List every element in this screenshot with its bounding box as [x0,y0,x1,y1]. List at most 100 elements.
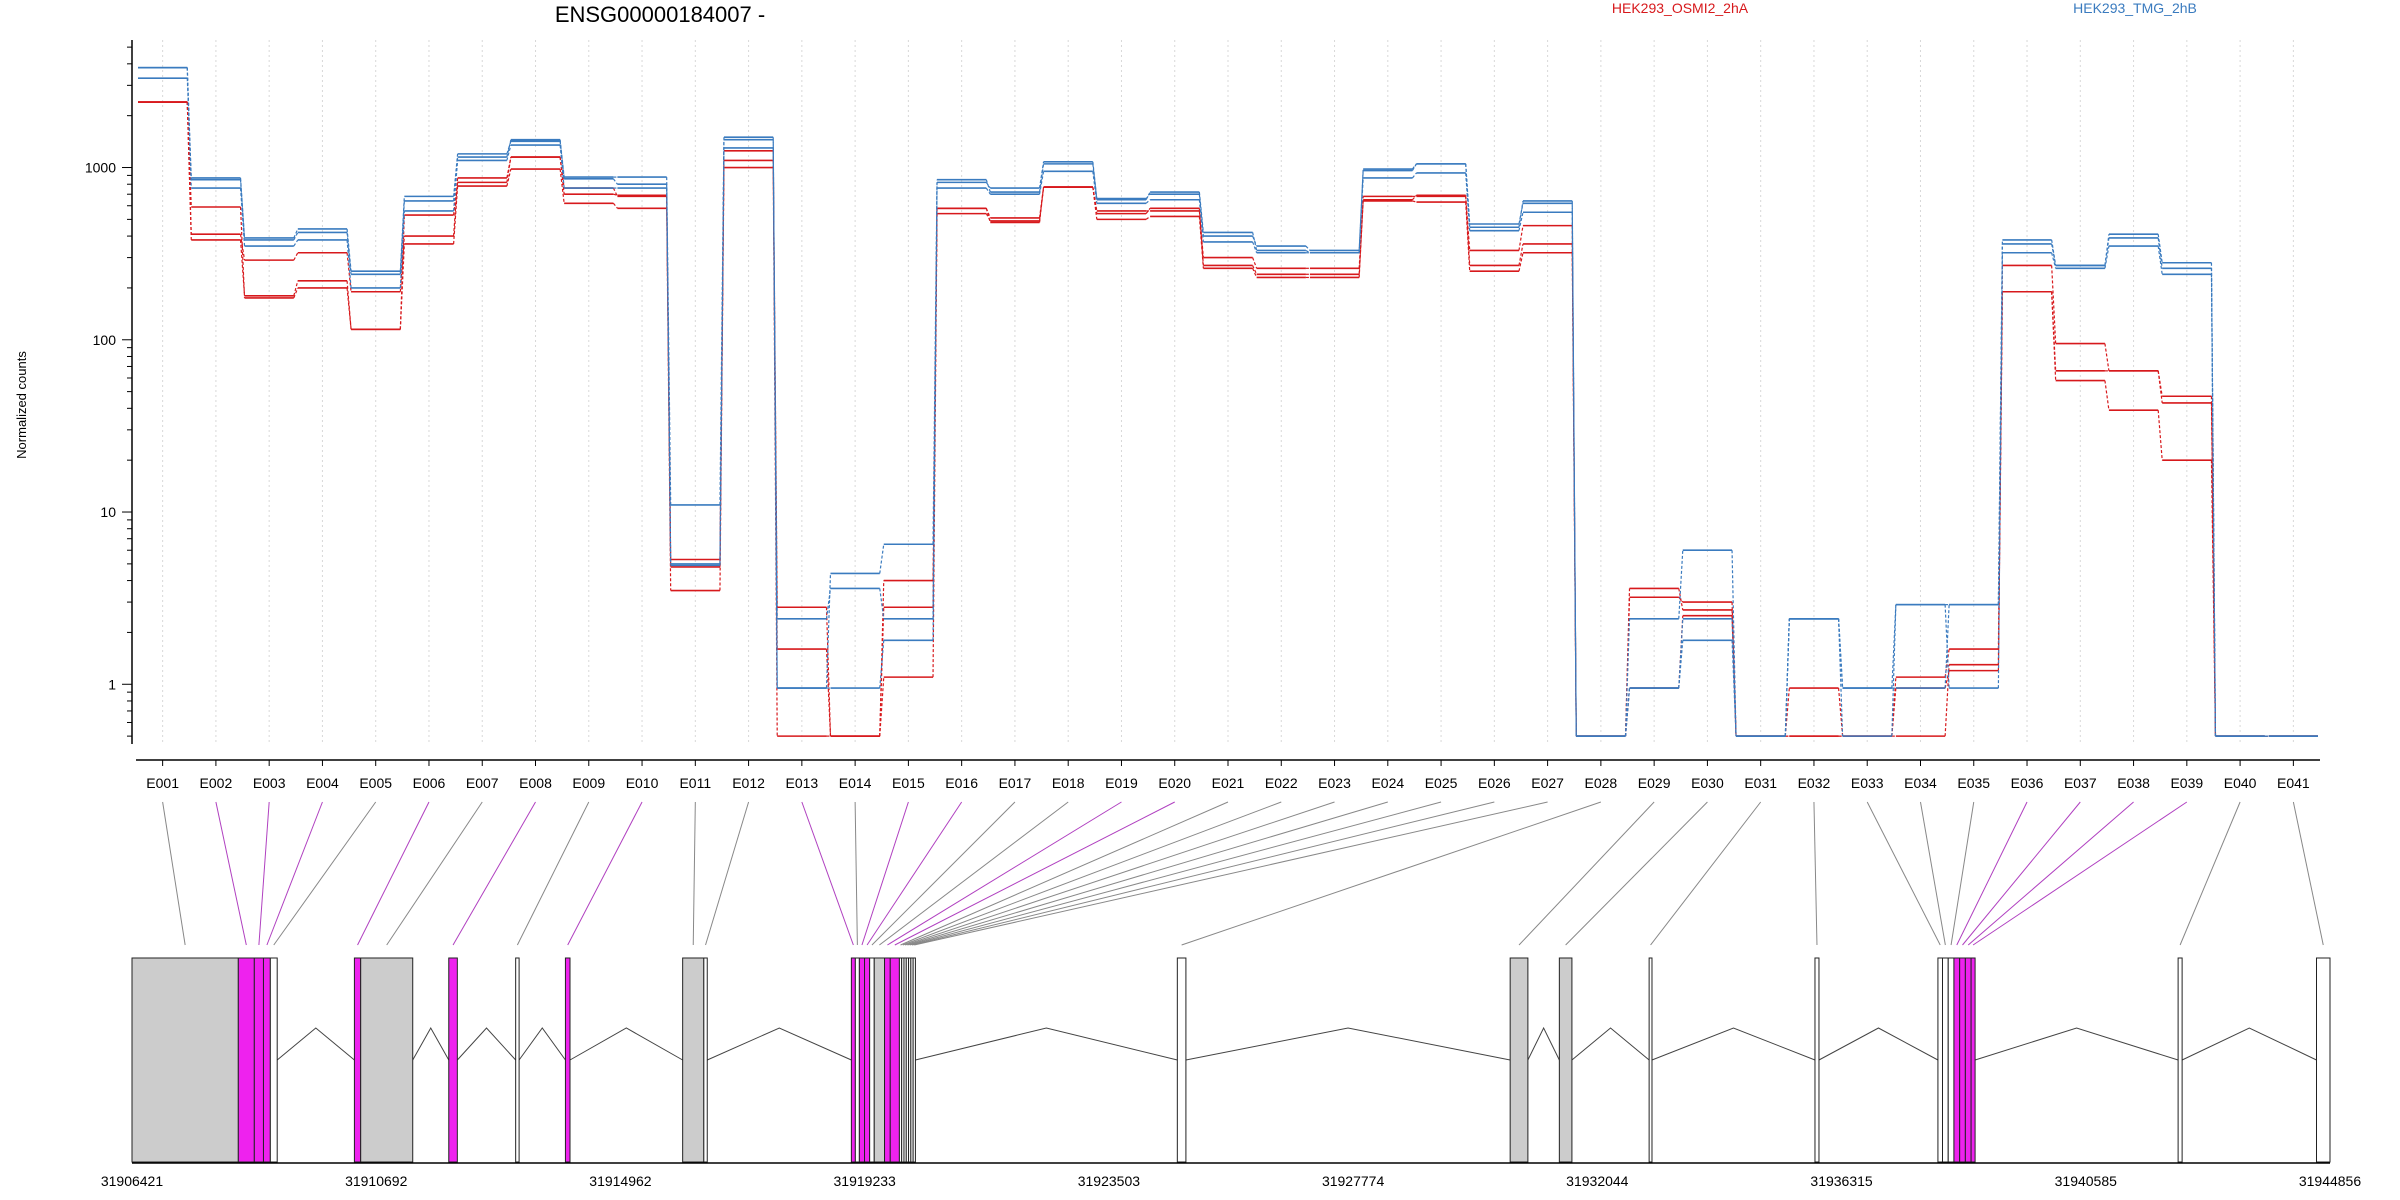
connector-E010 [567,801,643,946]
series-step [985,208,991,223]
x-tick-label-E039: E039 [2170,775,2203,791]
series-step [399,196,405,272]
genomic-tick-label: 31936315 [1810,1173,1873,1189]
exon-box-E028 [1176,957,1187,1163]
exon-box-E001 [131,957,239,1163]
series-step [239,177,246,239]
series-step [1784,618,1790,737]
x-tick-label-E003: E003 [253,775,286,791]
chart-title: ENSG00000184007 - [555,2,765,27]
series-step [2104,245,2110,269]
series-step [1252,257,1258,269]
series-step [1891,604,1897,689]
series-6 [138,77,2318,737]
x-tick-label-E021: E021 [1212,775,1245,791]
series-step [1411,163,1417,170]
series-step [399,210,405,288]
series-step [825,588,832,619]
x-tick-label-E008: E008 [519,775,552,791]
series-step [559,141,565,179]
connector-E033 [1866,801,1941,946]
series-step [1518,243,1524,266]
series-step [346,280,352,330]
x-tick-label-E024: E024 [1371,775,1404,791]
series-step [2051,291,2057,371]
series-step [825,573,832,689]
series-step [506,141,512,155]
connector-E005 [273,801,377,946]
exon-box-E034 [1941,957,1949,1163]
x-tick-label-E030: E030 [1691,775,1724,791]
connector-E007 [386,801,483,946]
exon-box-E040 [2177,957,2183,1163]
connector-E039 [1972,801,2188,946]
connector-E016 [866,801,963,946]
series-step [1358,199,1364,275]
series-step [1305,249,1311,254]
genomic-tick-label: 31910692 [345,1173,408,1189]
exon-box-E041 [2316,957,2331,1163]
genomic-tick-label: 31906421 [101,1173,164,1189]
series-step [506,144,512,161]
series-step [1252,268,1258,278]
exon-connectors [162,801,2324,946]
x-tick-label-E035: E035 [1957,775,1990,791]
connector-E032 [1813,801,1818,946]
series-step [346,228,352,272]
series-step [1358,169,1364,253]
series-step [1837,618,1844,689]
y-axis: 1 10 100 1000 [85,40,133,744]
exon-box-E002 [237,957,255,1163]
series-step [1571,200,1577,737]
series-step [1678,640,1684,689]
series-step [1252,232,1258,251]
series-lines [138,66,2318,737]
connector-E034 [1919,801,1946,946]
series-step [559,168,565,204]
x-tick-label-E040: E040 [2224,775,2257,791]
series-step [186,67,192,189]
intron-line [1974,1027,2179,1061]
series-step [239,234,246,261]
series-step [1092,161,1098,199]
genomic-tick-label: 31932044 [1566,1173,1629,1189]
series-step [1358,200,1364,278]
series-step [772,147,778,619]
series-step [1678,588,1684,611]
series-step [825,607,832,737]
series-step [879,588,885,619]
connector-E002 [215,801,247,946]
x-tick-label-E006: E006 [413,775,446,791]
connector-E004 [266,801,323,946]
connector-E024 [907,801,1388,946]
x-tick-label-E041: E041 [2277,775,2310,791]
y-axis-label: Normalized counts [14,351,29,459]
series-step [2104,234,2110,266]
series-step [1252,241,1258,253]
series-step [1092,171,1098,204]
x-tick-label-E017: E017 [999,775,1032,791]
series-step [772,139,778,689]
x-tick-label-E025: E025 [1425,775,1458,791]
intron-line [412,1026,450,1061]
series-step [1092,186,1098,214]
x-tick-label-E032: E032 [1798,775,1831,791]
series-step [1038,187,1045,223]
connector-E019 [887,801,1122,946]
series-step [1145,215,1151,220]
intron-line [1527,1026,1560,1061]
x-tick-label-E014: E014 [839,775,872,791]
series-step [1944,604,1950,689]
y-tick-label: 10 [100,504,116,520]
connector-E001 [162,801,186,946]
x-tick-label-E038: E038 [2117,775,2150,791]
series-step [1198,199,1204,242]
series-step [346,239,352,288]
x-tick-label-E033: E033 [1851,775,1884,791]
series-step [1145,207,1151,214]
series-step [1198,192,1204,233]
series-step [2051,239,2057,266]
series-step [293,252,299,261]
connector-E011 [692,801,696,946]
x-tick-label-E018: E018 [1052,775,1085,791]
